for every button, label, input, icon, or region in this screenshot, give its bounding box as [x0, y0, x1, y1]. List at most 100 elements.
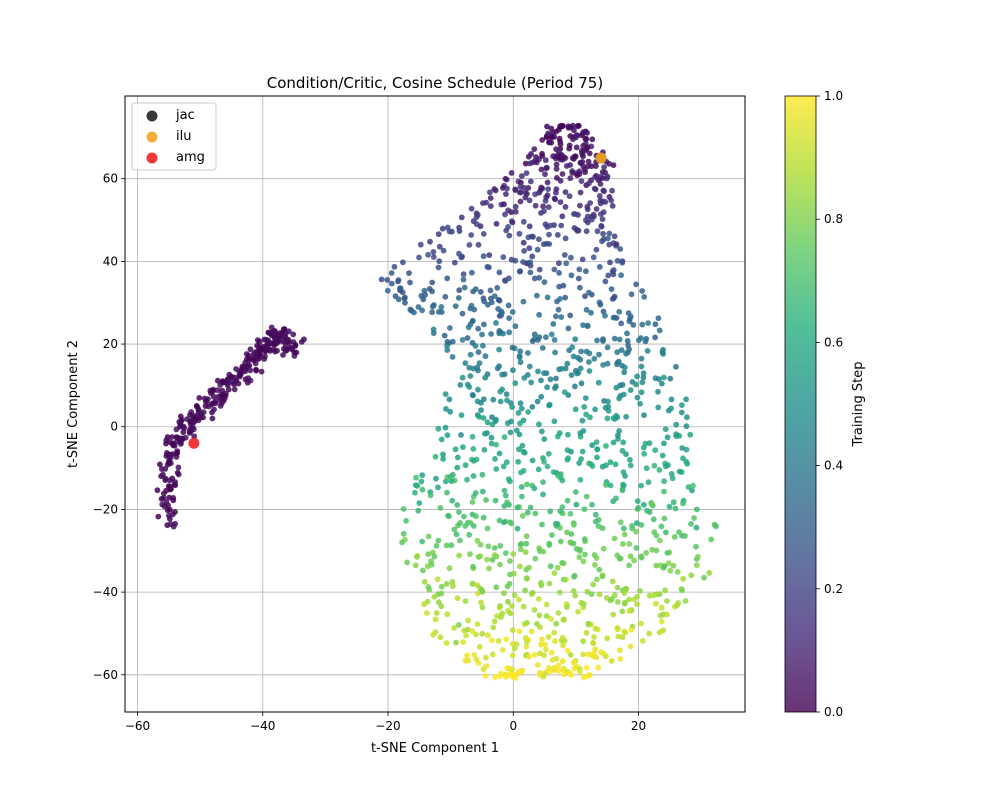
- scatter-point: [619, 258, 626, 264]
- scatter-point: [595, 664, 602, 671]
- legend-marker-jac: [146, 110, 158, 122]
- scatter-point: [618, 320, 625, 327]
- scatter-point: [525, 637, 532, 643]
- scatter-point: [588, 309, 594, 316]
- scatter-point: [422, 292, 429, 298]
- x-axis-label: t-SNE Component 1: [371, 741, 499, 756]
- scatter-point: [525, 350, 531, 356]
- scatter-point: [384, 277, 391, 283]
- scatter-point: [609, 578, 616, 585]
- scatter-point: [506, 665, 513, 672]
- scatter-point: [528, 379, 535, 386]
- scatter-point: [282, 343, 289, 349]
- scatter-point: [480, 342, 486, 349]
- colorbar-tick-label: 0.4: [824, 459, 843, 473]
- legend-label-jac: jac: [175, 108, 195, 123]
- scatter-point: [477, 553, 484, 559]
- scatter-point: [651, 529, 658, 535]
- scatter-point: [661, 478, 667, 485]
- scatter-point: [598, 649, 604, 656]
- scatter-point: [571, 522, 577, 528]
- scatter-point: [545, 450, 552, 457]
- scatter-point: [603, 482, 609, 488]
- scatter-point: [433, 543, 440, 549]
- scatter-point: [518, 189, 524, 196]
- scatter-point: [214, 377, 221, 384]
- scatter-point: [560, 667, 567, 673]
- scatter-point: [431, 553, 438, 560]
- scatter-point: [553, 383, 559, 390]
- scatter-point: [280, 352, 286, 358]
- scatter-point: [439, 225, 446, 232]
- scatter-point: [469, 317, 476, 324]
- scatter-point: [503, 191, 509, 198]
- scatter-point: [556, 270, 562, 276]
- scatter-point: [498, 312, 504, 319]
- scatter-point: [687, 431, 694, 438]
- scatter-point: [497, 398, 504, 405]
- scatter-point: [643, 549, 650, 556]
- scatter-point: [491, 552, 498, 558]
- scatter-point: [270, 346, 277, 352]
- scatter-point: [178, 441, 184, 447]
- scatter-point: [457, 520, 463, 526]
- scatter-point: [483, 654, 489, 661]
- scatter-point: [644, 507, 650, 514]
- scatter-point: [667, 567, 674, 574]
- scatter-point: [493, 320, 499, 326]
- scatter-point: [638, 389, 645, 396]
- scatter-point: [565, 431, 571, 438]
- scatter-point: [454, 595, 461, 602]
- scatter-point: [484, 556, 490, 563]
- scatter-point: [708, 536, 715, 543]
- scatter-point: [498, 614, 504, 620]
- scatter-point: [512, 323, 519, 330]
- colorbar-tick-label: 0.8: [824, 212, 843, 226]
- scatter-point: [525, 185, 532, 191]
- scatter-point: [540, 491, 546, 498]
- scatter-point: [571, 225, 578, 231]
- scatter-point: [458, 214, 465, 221]
- scatter-point: [504, 499, 510, 506]
- scatter-point: [492, 418, 499, 425]
- scatter-point: [627, 553, 634, 560]
- scatter-point: [580, 129, 587, 135]
- scatter-point: [567, 312, 574, 319]
- scatter-point: [505, 476, 512, 482]
- scatter-point: [470, 473, 477, 479]
- scatter-point: [482, 353, 489, 360]
- scatter-point: [457, 537, 463, 544]
- scatter-point: [557, 538, 564, 545]
- scatter-point: [172, 482, 179, 489]
- scatter-point: [539, 521, 545, 528]
- scatter-point: [444, 489, 450, 496]
- scatter-point: [562, 235, 569, 242]
- scatter-point: [670, 562, 677, 569]
- scatter-point: [491, 618, 498, 625]
- scatter-point: [659, 380, 665, 387]
- scatter-point: [560, 642, 566, 649]
- scatter-point: [517, 348, 524, 355]
- scatter-point: [604, 344, 611, 351]
- scatter-point: [609, 203, 616, 209]
- scatter-point: [438, 304, 445, 310]
- scatter-point: [593, 654, 600, 661]
- scatter-point: [443, 542, 450, 549]
- scatter-point: [594, 576, 600, 583]
- scatter-point: [177, 413, 184, 420]
- scatter-point: [166, 506, 173, 513]
- scatter-point: [496, 517, 503, 524]
- scatter-point: [580, 651, 587, 658]
- scatter-point: [667, 375, 674, 382]
- scatter-point: [456, 228, 463, 235]
- scatter-point: [652, 321, 659, 328]
- scatter-point: [585, 620, 592, 627]
- scatter-point: [177, 423, 183, 430]
- scatter-point: [437, 634, 444, 641]
- scatter-point: [517, 420, 523, 427]
- scatter-point: [201, 395, 208, 402]
- scatter-point: [592, 186, 599, 193]
- scatter-point: [614, 584, 621, 591]
- scatter-point: [225, 379, 232, 386]
- scatter-point: [412, 562, 419, 569]
